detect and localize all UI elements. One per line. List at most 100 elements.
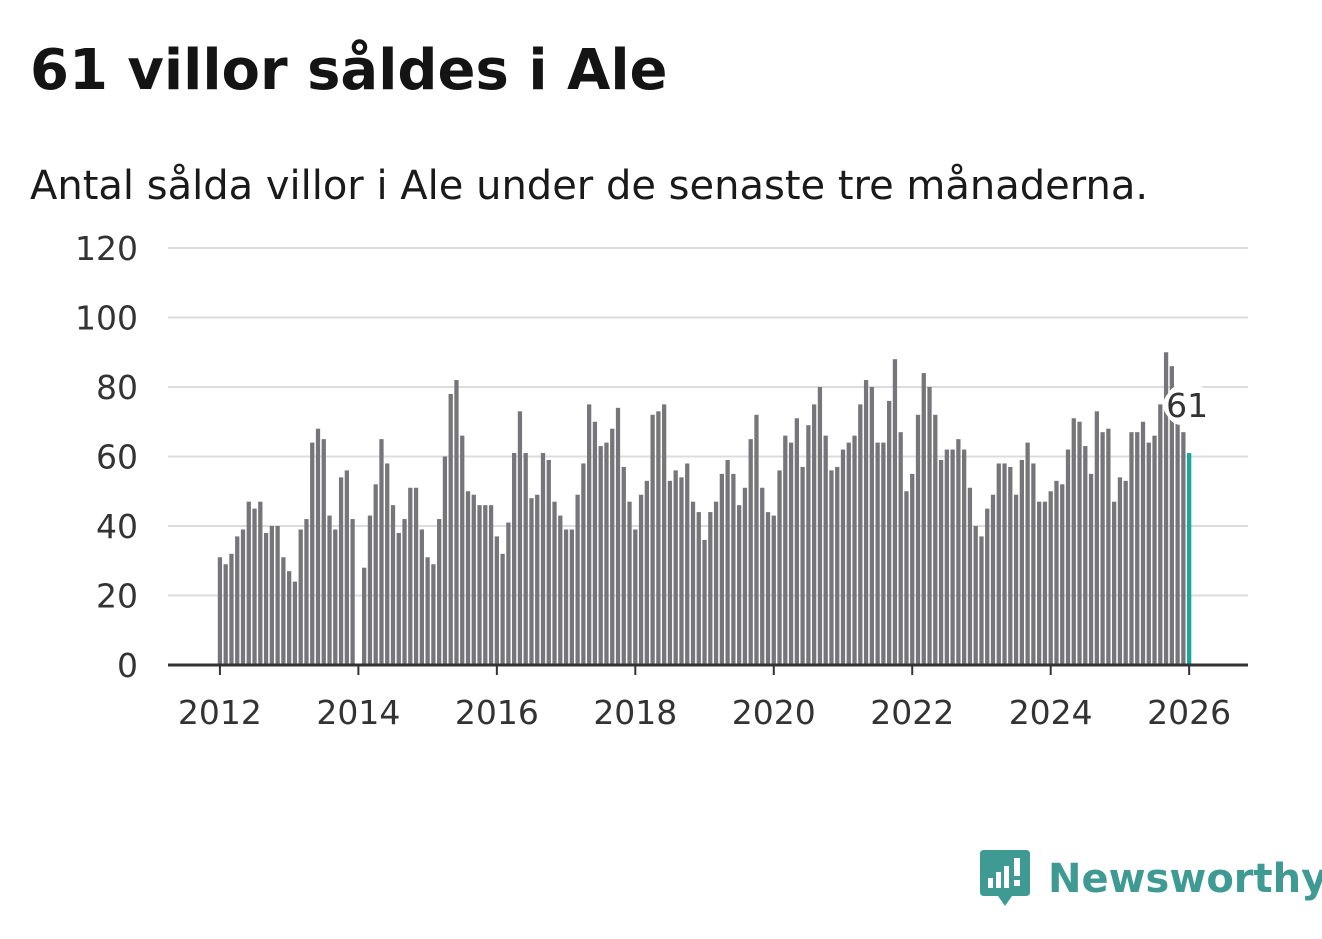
bar [1002,463,1007,665]
bar [904,491,909,665]
bar [950,449,955,665]
bar [581,463,586,665]
newsworthy-brand[interactable]: Newsworthy [980,848,1322,910]
bar [575,494,580,665]
bar [500,553,505,665]
bar [338,477,344,665]
bar [263,532,269,665]
bar [915,414,921,665]
bar [1163,352,1169,665]
bar [725,459,730,665]
bar [748,439,753,666]
bar [927,387,932,665]
bar [431,564,436,665]
bar [587,404,592,666]
bar [454,380,459,665]
bar [737,505,742,665]
bar [246,501,251,665]
chart-title: 61 villor såldes i Ale [30,38,668,103]
x-tick-label: 2016 [455,693,539,732]
bar [1008,466,1013,665]
bar [1071,418,1076,665]
bar [979,536,984,665]
bar [967,487,973,665]
bar [713,501,719,665]
bar [719,473,724,666]
bar [1037,501,1042,665]
bar [419,529,424,665]
bar [962,449,967,665]
bar [275,526,280,665]
bar [938,459,944,665]
bar [662,404,667,666]
bar [494,536,499,665]
bar [852,435,857,665]
bar [610,428,615,665]
x-tick-label: 2020 [732,693,816,732]
bar [1054,480,1059,665]
bar [569,529,574,665]
bar [465,491,471,665]
bar [846,442,851,665]
bar [235,536,240,665]
bar-chart: 0 20 40 60 80 100 120 2012 2014 2016 2018 2020 2022… [75,229,1248,732]
highlight-callout: 61 [1163,385,1210,426]
data-label-background [1167,385,1210,426]
y-tick-label: 40 [96,507,138,546]
bar [1048,491,1053,665]
bar [1025,442,1030,665]
bar [829,470,834,665]
bar [558,515,563,665]
bar [696,512,701,665]
x-tick-label: 2026 [1147,693,1231,732]
bar [413,487,419,665]
bar [598,446,603,665]
bar [869,387,874,665]
bar [1129,432,1134,665]
y-tick-label: 0 [117,646,138,685]
bar [390,505,396,665]
bar [448,393,453,665]
bar [1042,501,1048,665]
bar [771,515,776,665]
bar [858,404,863,666]
bar [800,466,805,665]
bar [731,473,736,666]
bar [310,442,315,665]
bar [292,581,298,665]
bar [506,522,511,665]
newsworthy-logo-icon [980,850,1030,906]
bar [592,421,598,665]
bar [944,449,949,665]
bar [350,519,355,665]
bar [1158,404,1163,666]
bar [327,515,332,665]
bar [1135,432,1140,665]
bar [240,529,246,665]
y-tick-label: 100 [75,299,138,338]
bar [373,484,378,665]
bar [673,470,678,665]
y-tick-label: 80 [96,368,138,407]
bar [517,411,523,665]
data-label-latest: 61 [1166,386,1208,425]
bar [1112,501,1117,665]
bar [425,557,430,665]
bar-series [217,352,1192,666]
bar [217,557,223,665]
bar [321,439,326,666]
bar [690,501,696,665]
bar [887,400,892,665]
bar [269,526,274,665]
bar [835,466,840,665]
bar [258,501,263,665]
bar [823,435,828,665]
x-tick-label: 2024 [1009,693,1093,732]
x-tick-label: 2018 [593,693,677,732]
bar [627,501,632,665]
bar [933,414,938,665]
y-tick-label: 120 [75,229,138,268]
bar [644,480,649,665]
bar [783,435,788,665]
bar [765,512,771,665]
